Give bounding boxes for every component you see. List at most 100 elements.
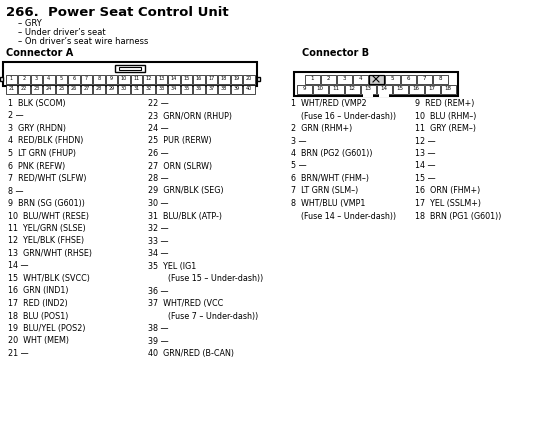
Text: – On driver’s seat wire harness: – On driver’s seat wire harness: [18, 37, 148, 46]
Text: (Fuse 14 – Under-dash)): (Fuse 14 – Under-dash)): [291, 211, 396, 221]
Bar: [257, 77, 260, 81]
Bar: [143, 84, 154, 93]
Bar: [118, 84, 130, 93]
Text: 17  RED (IND2): 17 RED (IND2): [8, 299, 68, 308]
Bar: [31, 75, 42, 83]
Bar: [321, 75, 336, 83]
Bar: [218, 75, 229, 83]
Bar: [168, 84, 180, 93]
Bar: [193, 84, 205, 93]
Bar: [130, 75, 142, 83]
Text: 17: 17: [208, 77, 214, 81]
Text: 37  WHT/RED (VCC: 37 WHT/RED (VCC: [148, 299, 224, 308]
Text: 8  WHT/BLU (VMP1: 8 WHT/BLU (VMP1: [291, 199, 366, 208]
Bar: [181, 75, 192, 83]
Bar: [218, 84, 229, 93]
Text: 18  BLU (POS1): 18 BLU (POS1): [8, 311, 69, 320]
Bar: [3, 62, 257, 86]
Text: 6  PNK (REFW): 6 PNK (REFW): [8, 161, 65, 170]
Bar: [130, 84, 142, 93]
Text: 15  WHT/BLK (SVCC): 15 WHT/BLK (SVCC): [8, 274, 90, 283]
Bar: [0, 77, 3, 81]
Bar: [56, 75, 67, 83]
Text: (Fuse 16 – Under-dash)): (Fuse 16 – Under-dash)): [291, 112, 396, 121]
Bar: [230, 75, 242, 83]
Bar: [416, 75, 431, 83]
Text: 31  BLU/BLK (ATP-): 31 BLU/BLK (ATP-): [148, 211, 222, 221]
Text: 25: 25: [58, 86, 64, 92]
Bar: [18, 75, 29, 83]
Text: 8: 8: [438, 77, 442, 81]
Text: 36: 36: [196, 86, 202, 92]
Bar: [369, 75, 383, 83]
Text: 2: 2: [22, 77, 25, 81]
Bar: [155, 84, 167, 93]
Text: 33: 33: [158, 86, 165, 92]
Text: 15: 15: [183, 77, 189, 81]
Bar: [118, 75, 130, 83]
Text: 3: 3: [35, 77, 38, 81]
Text: Connector B: Connector B: [302, 48, 369, 58]
Text: 4  RED/BLK (FHDN): 4 RED/BLK (FHDN): [8, 136, 84, 146]
Bar: [243, 84, 255, 93]
Text: 12 —: 12 —: [415, 136, 436, 146]
Bar: [312, 84, 327, 93]
Bar: [304, 75, 319, 83]
Bar: [230, 84, 242, 93]
Text: 26: 26: [71, 86, 77, 92]
Text: 22: 22: [20, 86, 27, 92]
Text: 9: 9: [302, 86, 306, 92]
Text: 13: 13: [364, 86, 371, 92]
Text: 10  BLU (RHM–): 10 BLU (RHM–): [415, 112, 477, 121]
Text: 27  ORN (SLRW): 27 ORN (SLRW): [148, 161, 212, 170]
Text: (Fuse 15 – Under-dash)): (Fuse 15 – Under-dash)): [148, 274, 263, 283]
Text: 13  GRN/WHT (RHSE): 13 GRN/WHT (RHSE): [8, 249, 92, 258]
Text: 5 —: 5 —: [291, 161, 307, 170]
Text: 29  GRN/BLK (SEG): 29 GRN/BLK (SEG): [148, 187, 224, 196]
Text: 36 —: 36 —: [148, 287, 168, 296]
Bar: [329, 84, 344, 93]
Text: 3 —: 3 —: [291, 136, 307, 146]
Text: 5: 5: [390, 77, 394, 81]
Text: 5  LT GRN (FHUP): 5 LT GRN (FHUP): [8, 149, 76, 158]
Text: 8: 8: [97, 77, 100, 81]
Bar: [379, 92, 389, 97]
Text: 11: 11: [133, 77, 139, 81]
Bar: [337, 75, 352, 83]
Bar: [392, 84, 407, 93]
Text: 1: 1: [10, 77, 13, 81]
Text: 6: 6: [72, 77, 76, 81]
Text: 12  YEL/BLK (FHSE): 12 YEL/BLK (FHSE): [8, 236, 84, 245]
Text: 26 —: 26 —: [148, 149, 169, 158]
Bar: [5, 75, 17, 83]
Text: 2: 2: [326, 77, 330, 81]
Bar: [441, 84, 456, 93]
Bar: [56, 84, 67, 93]
Text: 28: 28: [95, 86, 102, 92]
Bar: [80, 84, 92, 93]
Text: 10: 10: [121, 77, 127, 81]
Bar: [363, 92, 373, 97]
Text: 40  GRN/RED (B-CAN): 40 GRN/RED (B-CAN): [148, 349, 234, 358]
Text: 14 —: 14 —: [415, 161, 435, 170]
Bar: [193, 75, 205, 83]
Bar: [425, 84, 440, 93]
Bar: [155, 75, 167, 83]
Text: 24: 24: [46, 86, 52, 92]
Text: 24 —: 24 —: [148, 124, 169, 133]
Text: 3: 3: [343, 77, 346, 81]
Text: 16  ORN (FHM+): 16 ORN (FHM+): [415, 187, 480, 196]
Text: 32: 32: [146, 86, 152, 92]
Text: 8 —: 8 —: [8, 187, 24, 196]
Text: 18: 18: [221, 77, 227, 81]
Bar: [43, 75, 55, 83]
Text: 17  YEL (SSLM+): 17 YEL (SSLM+): [415, 199, 481, 208]
Bar: [400, 75, 415, 83]
Text: – GRY: – GRY: [18, 19, 42, 28]
Text: 30: 30: [121, 86, 127, 92]
Bar: [31, 84, 42, 93]
Bar: [181, 84, 192, 93]
Text: 30 —: 30 —: [148, 199, 168, 208]
Text: 19: 19: [233, 77, 239, 81]
Text: 10: 10: [316, 86, 324, 92]
